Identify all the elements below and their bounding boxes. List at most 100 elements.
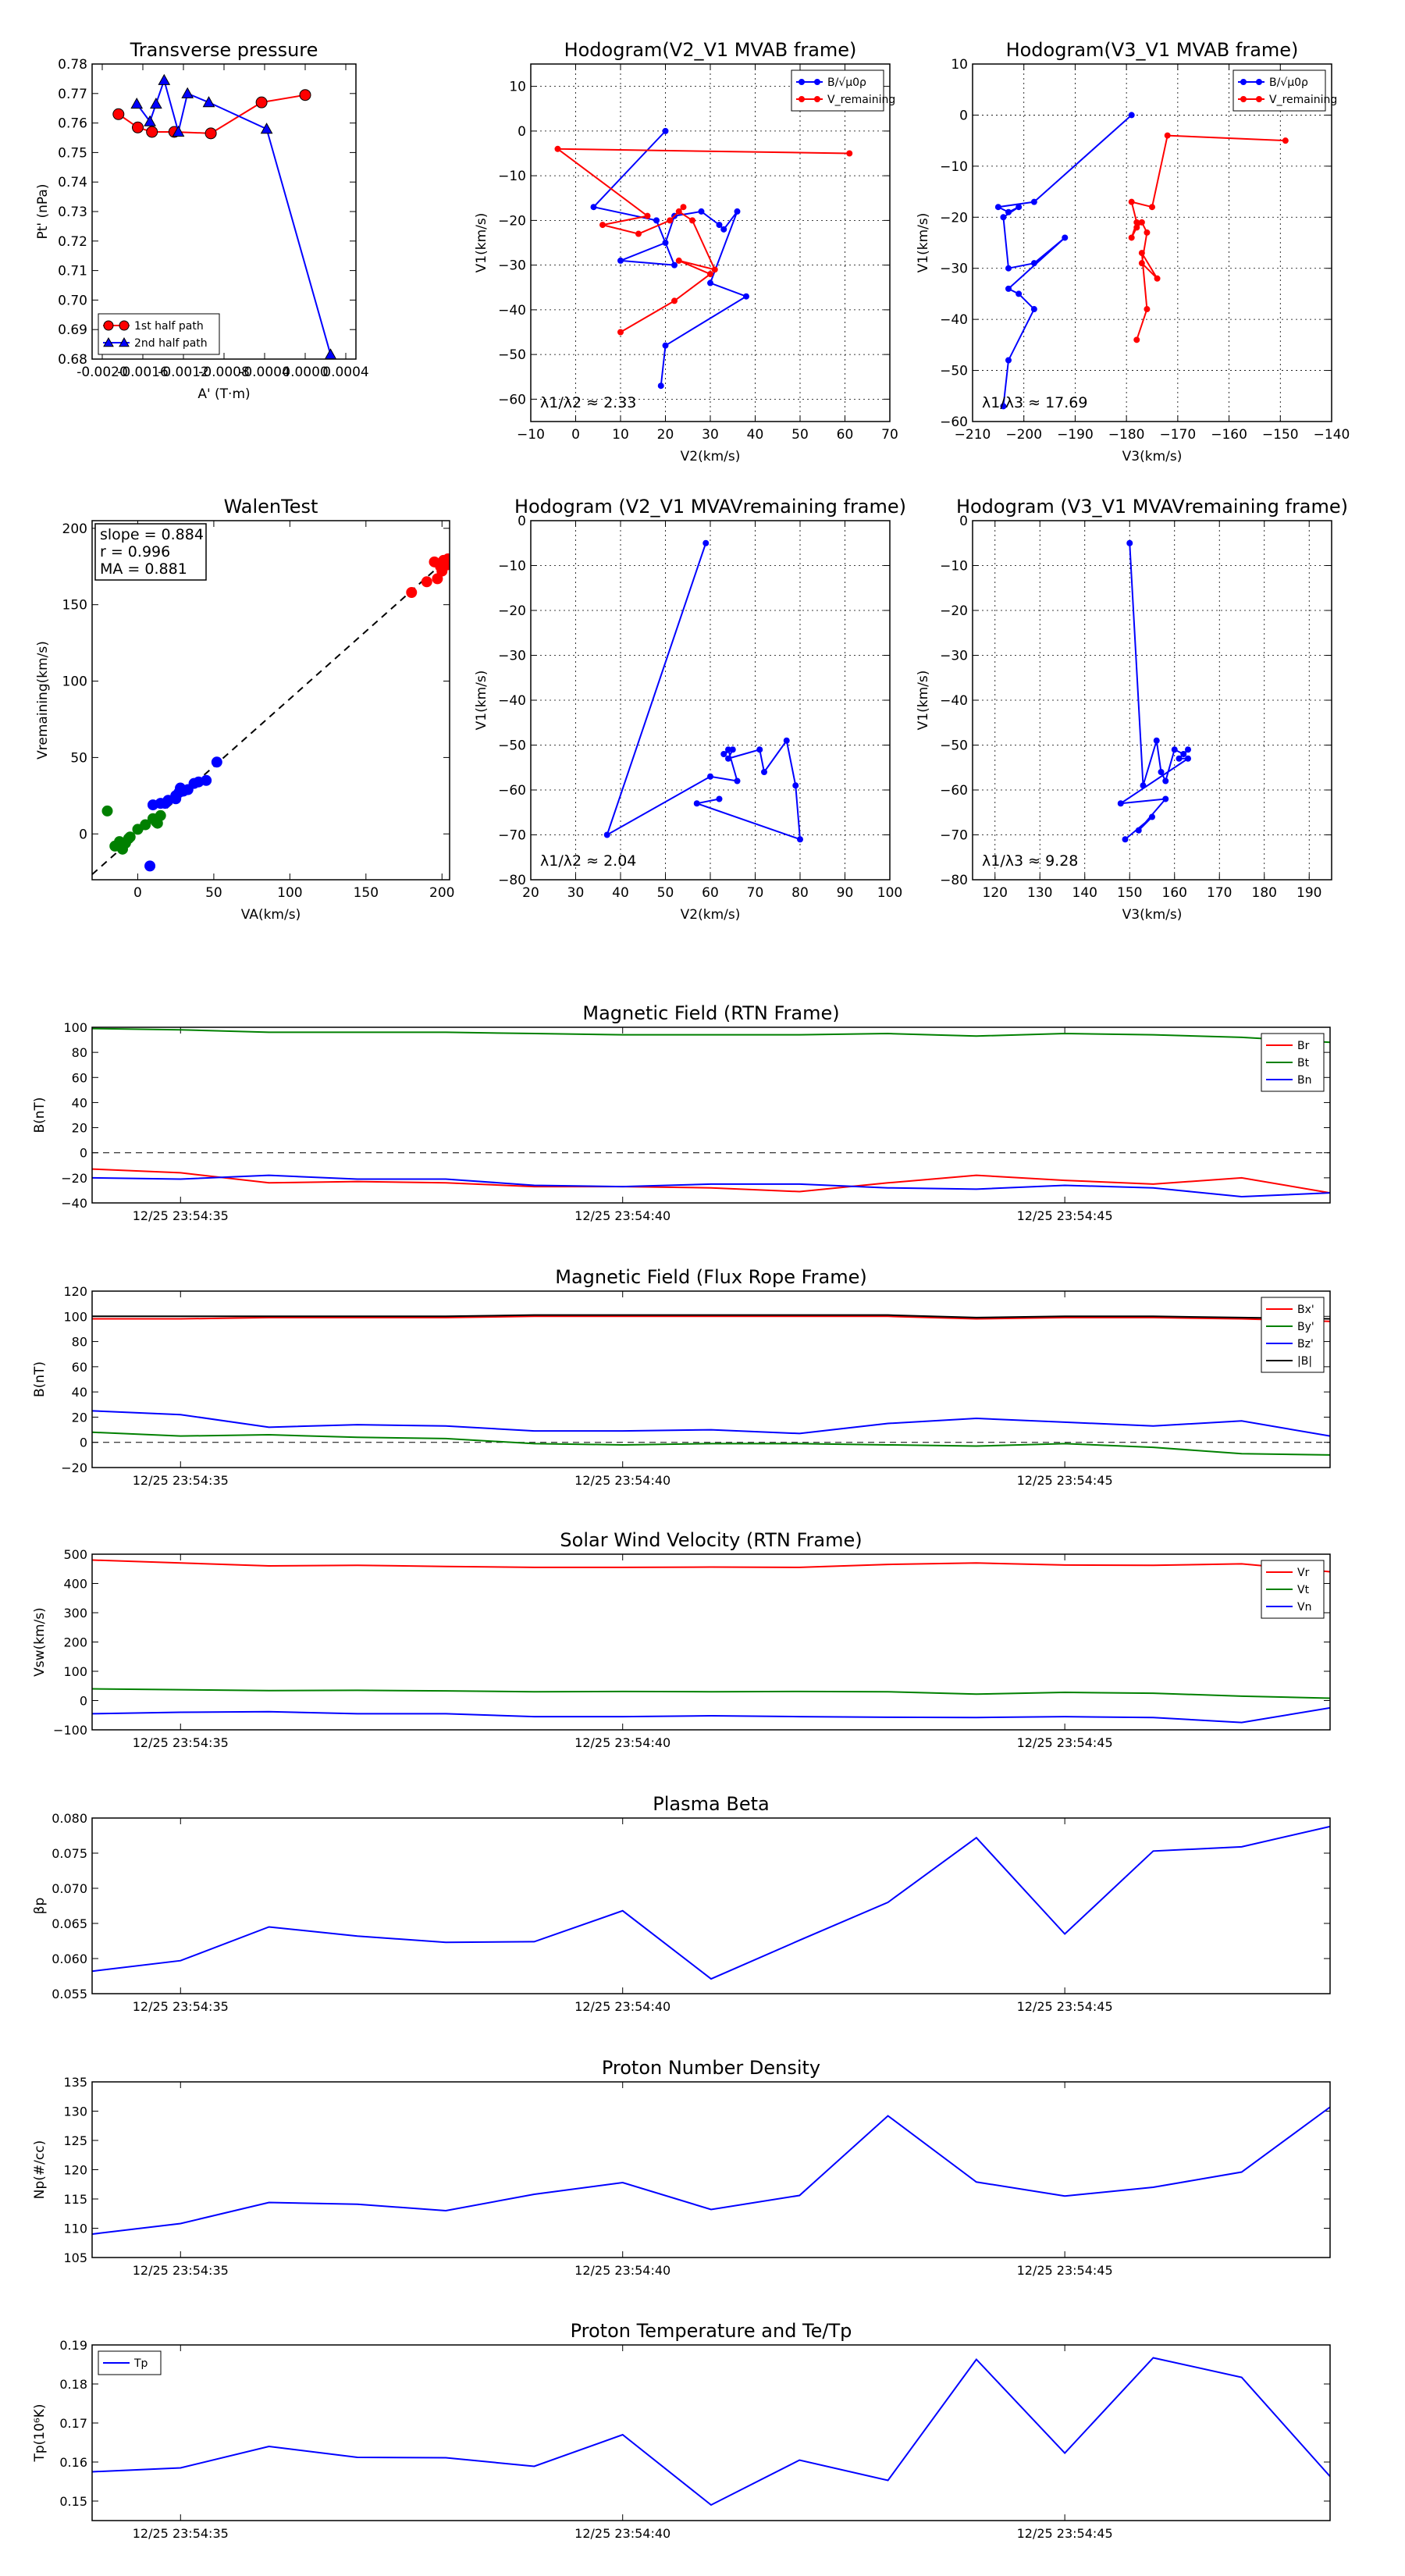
y-tick-label: 0.77 xyxy=(58,87,87,102)
data-point xyxy=(124,831,136,843)
x-tick-label: 190 xyxy=(1297,885,1321,901)
y-tick-label: 120 xyxy=(63,1284,87,1299)
x-tick-label: 130 xyxy=(1027,885,1052,901)
legend-label: Tp xyxy=(133,2357,148,2370)
data-point xyxy=(1005,208,1012,215)
x-tick-label: 12/25 23:54:45 xyxy=(1017,1208,1113,1223)
y-tick-label: 0.055 xyxy=(52,1987,87,2001)
data-point xyxy=(617,257,624,264)
series-line-0 xyxy=(995,114,1133,407)
data-point xyxy=(1138,260,1145,267)
x-tick-label: 200 xyxy=(429,885,454,901)
data-point xyxy=(671,297,678,304)
x-tick-label: 12/25 23:54:40 xyxy=(574,1999,670,2014)
data-point xyxy=(421,576,432,588)
data-point xyxy=(438,554,450,566)
x-tick-label: 100 xyxy=(877,885,902,901)
data-point xyxy=(101,805,113,817)
y-tick-label: 100 xyxy=(63,1020,87,1035)
y-axis-label: V1(km/s) xyxy=(916,671,931,731)
data-point xyxy=(1000,214,1007,221)
plot-area xyxy=(112,73,337,359)
x-tick-label: 12/25 23:54:45 xyxy=(1017,1735,1113,1750)
x-tick-label: 70 xyxy=(881,427,898,443)
data-point xyxy=(846,150,853,157)
legend-label: Bz' xyxy=(1297,1338,1314,1350)
data-point xyxy=(140,819,151,831)
data-point xyxy=(761,769,767,775)
y-tick-label: 100 xyxy=(63,1664,87,1679)
x-tick-label: −10 xyxy=(517,427,545,443)
y-axis-label: B(nT) xyxy=(32,1361,48,1397)
data-point xyxy=(707,279,713,286)
y-tick-label: 200 xyxy=(63,1635,87,1650)
y-tick-label: −60 xyxy=(498,392,526,407)
y-tick-label: 0.68 xyxy=(58,352,87,368)
data-point xyxy=(1133,224,1140,231)
data-point xyxy=(181,87,194,98)
data-point xyxy=(1138,250,1145,257)
chart-p1: -0.0020-0.0016-0.0012-0.0008-0.00040.000… xyxy=(35,39,369,402)
plot-frame xyxy=(91,2344,1331,2521)
legend-label: Vn xyxy=(1297,1601,1311,1614)
x-tick-label: 50 xyxy=(657,885,674,901)
plot-frame xyxy=(972,520,1332,881)
y-tick-label: −40 xyxy=(940,312,968,328)
legend-label: Bx' xyxy=(1297,1304,1314,1316)
data-point xyxy=(260,123,273,134)
data-point xyxy=(711,266,718,273)
data-point xyxy=(783,737,790,744)
chart-title: Hodogram(V2_V1 MVAB frame) xyxy=(564,39,857,61)
y-tick-label: −50 xyxy=(940,738,968,754)
chart-title: Magnetic Field (RTN Frame) xyxy=(582,1002,839,1024)
data-point xyxy=(1030,260,1037,267)
data-point xyxy=(172,125,185,137)
data-point xyxy=(729,746,736,753)
x-tick-label: 12/25 23:54:45 xyxy=(1017,2526,1113,2541)
y-tick-label: −40 xyxy=(940,693,968,709)
x-tick-label: -0.0008 xyxy=(198,365,250,380)
data-point xyxy=(667,217,674,224)
y-tick-label: −30 xyxy=(498,258,526,274)
y-tick-label: 150 xyxy=(62,598,87,614)
legend-marker xyxy=(1240,96,1247,102)
y-tick-label: 0 xyxy=(79,827,87,842)
chart-p5: 20 30 40 50 60 70 80 90 100 −80 −70 −60 −50 −40 −30 −20… xyxy=(474,496,906,923)
data-point xyxy=(693,800,700,807)
y-tick-label: 0.19 xyxy=(59,2338,87,2353)
chart-title: Hodogram (V3_V1 MVAVremaining frame) xyxy=(956,496,1348,518)
data-point xyxy=(644,212,651,219)
y-tick-label: −50 xyxy=(940,364,968,379)
plot-frame xyxy=(91,2081,1331,2258)
ratio-annotation: λ1/λ3 ≈ 17.69 xyxy=(982,394,1087,411)
x-axis-label: V2(km/s) xyxy=(681,907,741,923)
legend-label: By' xyxy=(1297,1321,1314,1333)
data-point xyxy=(680,204,687,211)
y-tick-label: 40 xyxy=(72,1095,87,1110)
legend-label: Bn xyxy=(1297,1074,1311,1087)
y-tick-label: −10 xyxy=(498,169,526,184)
data-point xyxy=(716,795,723,802)
legend-label: Br xyxy=(1297,1040,1310,1052)
data-point xyxy=(202,96,215,108)
x-axis-label: VA(km/s) xyxy=(241,907,301,923)
plot-frame xyxy=(91,1553,1331,1731)
data-point xyxy=(1153,737,1160,744)
y-tick-label: 130 xyxy=(63,2105,87,2119)
y-tick-label: −20 xyxy=(940,210,968,226)
y-tick-label: 0.74 xyxy=(58,175,87,190)
data-point xyxy=(255,96,268,109)
y-tick-label: 100 xyxy=(62,674,87,690)
data-point xyxy=(756,746,763,753)
x-tick-label: 0.0004 xyxy=(322,365,368,380)
y-tick-label: 100 xyxy=(63,1309,87,1324)
y-tick-label: 0.17 xyxy=(59,2416,87,2431)
y-tick-label: −30 xyxy=(498,649,526,664)
data-point xyxy=(716,222,723,229)
y-tick-label: 20 xyxy=(72,1410,87,1425)
series-line-2 xyxy=(92,1706,1330,1724)
x-tick-label: 12/25 23:54:35 xyxy=(133,2263,229,2278)
chart-p6: 120 130 140 150 160 170 180 190 −80 −70 −60 −50 −40 −… xyxy=(916,496,1348,923)
data-point xyxy=(617,329,624,336)
x-tick-label: 12/25 23:54:35 xyxy=(133,1735,229,1750)
